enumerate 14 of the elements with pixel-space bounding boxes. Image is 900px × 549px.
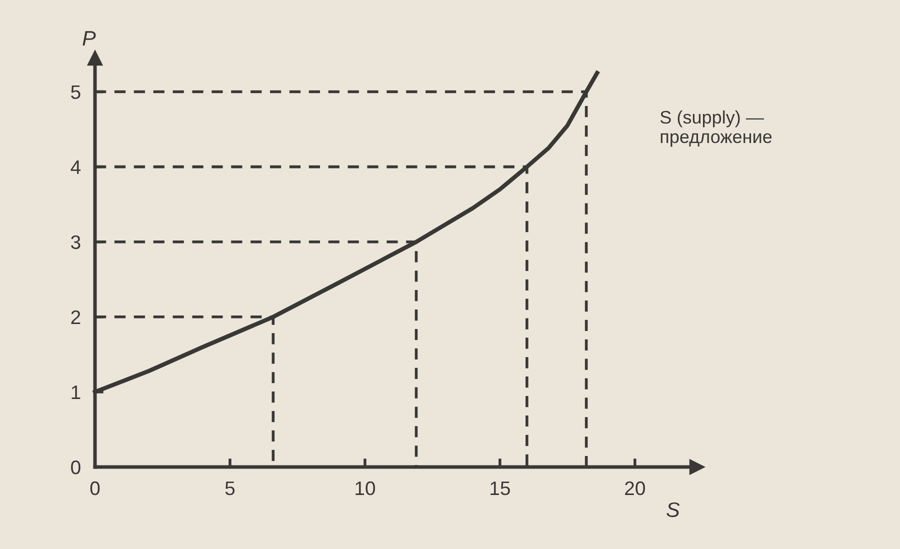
x-tick-label: 0 [90, 481, 100, 496]
y-tick-label: 0 [71, 460, 80, 474]
x-tick-label: 10 [356, 481, 376, 496]
x-axis-title: S [666, 502, 680, 518]
y-tick-label: 3 [71, 235, 80, 250]
y-tick-label: 5 [71, 85, 80, 100]
y-tick-label: 1 [72, 386, 80, 399]
y-tick-label: 2 [71, 310, 80, 324]
x-tick-label: 5 [225, 482, 235, 496]
text: S (supply) — предложение [660, 110, 772, 147]
y-tick-label: 4 [70, 160, 81, 174]
x-tick-label: 20 [625, 481, 645, 496]
y-axis-title: P [82, 31, 96, 46]
x-tick-label: 15 [490, 482, 510, 496]
